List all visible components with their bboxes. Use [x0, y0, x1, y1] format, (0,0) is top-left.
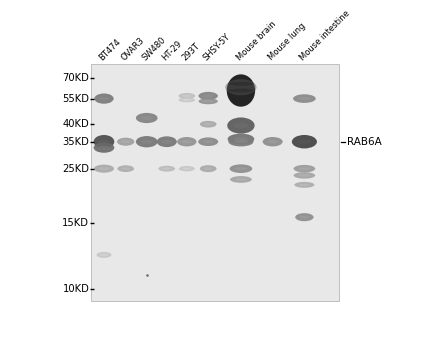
Ellipse shape: [262, 137, 282, 146]
Text: SW480: SW480: [140, 35, 167, 62]
Ellipse shape: [292, 94, 315, 103]
Ellipse shape: [135, 136, 157, 147]
Ellipse shape: [233, 123, 248, 128]
Ellipse shape: [297, 139, 310, 144]
Ellipse shape: [203, 123, 212, 125]
Ellipse shape: [293, 165, 314, 173]
Text: Mouse lung: Mouse lung: [266, 22, 306, 62]
Text: 15KD: 15KD: [62, 218, 89, 228]
Ellipse shape: [294, 182, 314, 188]
Ellipse shape: [227, 118, 254, 134]
Ellipse shape: [226, 74, 255, 107]
Ellipse shape: [198, 92, 218, 100]
Ellipse shape: [177, 137, 196, 146]
Text: 40KD: 40KD: [62, 119, 89, 129]
Text: 70KD: 70KD: [62, 74, 89, 83]
Ellipse shape: [200, 121, 216, 127]
Ellipse shape: [182, 168, 191, 170]
Ellipse shape: [157, 136, 176, 147]
Ellipse shape: [233, 137, 248, 141]
Ellipse shape: [178, 98, 195, 102]
Ellipse shape: [228, 137, 253, 146]
Ellipse shape: [229, 164, 252, 173]
Ellipse shape: [298, 184, 309, 186]
Ellipse shape: [93, 142, 114, 153]
Ellipse shape: [94, 164, 114, 173]
Ellipse shape: [117, 138, 134, 146]
Ellipse shape: [158, 166, 175, 172]
Text: HT-29: HT-29: [160, 39, 184, 62]
Text: 10KD: 10KD: [62, 284, 89, 294]
Ellipse shape: [225, 79, 256, 95]
Ellipse shape: [202, 140, 213, 143]
Ellipse shape: [298, 97, 310, 100]
Ellipse shape: [161, 140, 172, 143]
Ellipse shape: [121, 140, 130, 143]
Ellipse shape: [293, 172, 314, 178]
Ellipse shape: [121, 168, 130, 170]
Text: 35KD: 35KD: [62, 137, 89, 147]
Ellipse shape: [93, 135, 114, 148]
Ellipse shape: [198, 98, 218, 104]
Ellipse shape: [267, 140, 277, 143]
Ellipse shape: [117, 165, 134, 172]
Text: OVAR3: OVAR3: [119, 35, 146, 62]
Ellipse shape: [96, 252, 111, 258]
Ellipse shape: [230, 176, 251, 183]
Ellipse shape: [233, 140, 247, 143]
Ellipse shape: [162, 168, 171, 170]
Ellipse shape: [200, 165, 216, 172]
Ellipse shape: [141, 140, 152, 144]
Ellipse shape: [227, 95, 253, 99]
Ellipse shape: [298, 174, 310, 176]
Ellipse shape: [178, 93, 195, 99]
Ellipse shape: [198, 138, 218, 146]
Text: Mouse brain: Mouse brain: [234, 19, 277, 62]
Ellipse shape: [98, 139, 109, 144]
Text: BT474: BT474: [97, 37, 123, 62]
Ellipse shape: [295, 213, 313, 221]
Ellipse shape: [227, 134, 254, 145]
Ellipse shape: [299, 216, 309, 219]
Ellipse shape: [234, 167, 246, 170]
Ellipse shape: [98, 97, 109, 100]
Ellipse shape: [182, 95, 191, 97]
Text: RAB6A: RAB6A: [346, 137, 381, 147]
Text: 55KD: 55KD: [62, 93, 89, 104]
Ellipse shape: [291, 135, 316, 148]
Ellipse shape: [135, 113, 157, 123]
Ellipse shape: [98, 146, 109, 149]
Ellipse shape: [298, 167, 310, 170]
Ellipse shape: [178, 166, 194, 172]
Ellipse shape: [203, 94, 213, 97]
Ellipse shape: [94, 93, 114, 104]
Text: Mouse intestine: Mouse intestine: [297, 8, 351, 62]
Bar: [90, 64, 339, 301]
Text: 293T: 293T: [180, 41, 201, 62]
Ellipse shape: [227, 82, 253, 86]
Ellipse shape: [141, 116, 152, 120]
Text: SHSY-5Y: SHSY-5Y: [201, 32, 232, 62]
Ellipse shape: [98, 167, 109, 170]
Ellipse shape: [100, 254, 108, 256]
Ellipse shape: [181, 140, 192, 143]
Ellipse shape: [227, 89, 253, 92]
Ellipse shape: [203, 100, 213, 102]
Ellipse shape: [234, 178, 246, 181]
Ellipse shape: [203, 167, 212, 170]
Ellipse shape: [182, 99, 191, 101]
Text: 25KD: 25KD: [62, 164, 89, 174]
